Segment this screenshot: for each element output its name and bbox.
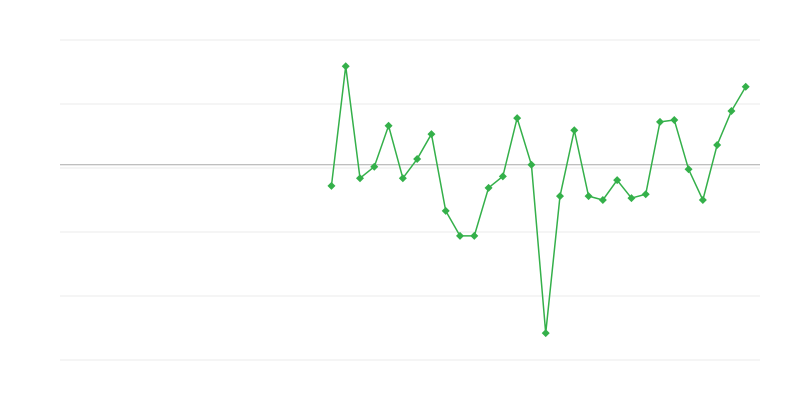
data-point [613,176,622,185]
series-line-group [330,66,747,334]
data-point [556,192,564,201]
data-point [627,194,636,203]
data-point [713,140,722,149]
data-markers [327,62,750,338]
data-point [641,190,650,199]
data-point [370,162,379,171]
data-point [584,192,593,201]
data-point [513,114,522,123]
data-point [670,116,679,124]
data-point [684,165,693,174]
data-point [470,231,479,240]
data-point [413,155,422,164]
data-point [570,126,579,135]
data-point [398,174,407,183]
data-point [727,107,736,116]
data-point [327,181,336,190]
data-point [427,130,436,139]
data-point [356,174,364,183]
series-line [330,66,747,334]
data-point [456,231,464,240]
data-point [741,82,750,91]
data-point [341,62,350,71]
data-point [598,196,607,204]
data-point [656,117,664,126]
gridlines [60,39,760,361]
data-point [384,121,393,130]
data-point [527,160,536,169]
data-point [484,183,493,192]
data-point [541,329,550,338]
data-point [441,206,450,215]
data-point [498,172,507,181]
data-point [698,196,707,204]
